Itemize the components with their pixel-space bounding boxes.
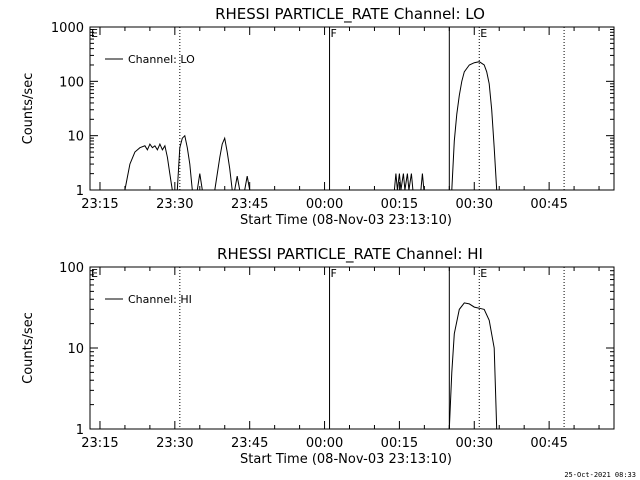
chart-title: RHESSI PARTICLE_RATE Channel: HI bbox=[217, 245, 483, 264]
y-tick-label: 100 bbox=[59, 75, 84, 90]
chart-panel-2: RHESSI PARTICLE_RATE Channel: HI 23:15 23:… bbox=[21, 245, 615, 467]
series-line bbox=[124, 142, 173, 191]
x-tick-label: 00:45 bbox=[530, 197, 567, 212]
series-line bbox=[420, 173, 425, 191]
x-tick-label: 23:45 bbox=[231, 436, 268, 451]
y-tick-label: 1 bbox=[76, 423, 84, 438]
footer-timestamp: 25-Oct-2021 08:33 bbox=[564, 471, 636, 479]
event-marker-label: E bbox=[480, 27, 487, 40]
x-tick-label: 00:15 bbox=[381, 436, 418, 451]
x-tick-label: 23:45 bbox=[231, 197, 268, 212]
series-line bbox=[234, 176, 241, 191]
y-tick-label: 1000 bbox=[51, 21, 84, 36]
x-tick-label: 23:30 bbox=[156, 197, 193, 212]
chart-title: RHESSI PARTICLE_RATE Channel: LO bbox=[215, 5, 485, 24]
y-tick-label: 10 bbox=[67, 342, 84, 357]
event-marker-label: E bbox=[91, 27, 98, 40]
x-tick-label: 00:00 bbox=[306, 197, 343, 212]
y-axis-label: Counts/sec bbox=[21, 312, 36, 384]
x-tick-label: 23:30 bbox=[156, 436, 193, 451]
series-line bbox=[244, 176, 251, 191]
series-line bbox=[451, 61, 498, 191]
x-tick-label: 00:15 bbox=[381, 197, 418, 212]
y-tick-label: 1 bbox=[76, 184, 84, 199]
y-axis-label: Counts/sec bbox=[21, 73, 36, 145]
y-tick-label: 10 bbox=[67, 130, 84, 145]
series-line bbox=[196, 173, 203, 191]
x-tick-label: 23:15 bbox=[81, 436, 118, 451]
x-axis-label: Start Time (08-Nov-03 23:13:10) bbox=[240, 213, 452, 228]
event-marker-label: E bbox=[480, 267, 487, 280]
x-tick-label: 00:30 bbox=[456, 436, 493, 451]
y-tick-label: 100 bbox=[59, 261, 84, 276]
legend-label: Channel: HI bbox=[128, 293, 192, 306]
series-line bbox=[448, 302, 498, 430]
series-line bbox=[214, 136, 233, 191]
x-tick-label: 00:45 bbox=[530, 436, 567, 451]
x-tick-label: 00:30 bbox=[456, 197, 493, 212]
x-tick-label: 23:15 bbox=[81, 197, 118, 212]
legend-label: Channel: LO bbox=[128, 53, 195, 66]
event-marker-label: F bbox=[331, 267, 337, 280]
chart-panel-1: RHESSI PARTICLE_RATE Channel: LO 23:15 23:… bbox=[21, 5, 615, 228]
event-marker-label: F bbox=[331, 27, 337, 40]
x-axis-label: Start Time (08-Nov-03 23:13:10) bbox=[240, 452, 452, 467]
plot-frame bbox=[89, 266, 615, 430]
x-tick-label: 00:00 bbox=[306, 436, 343, 451]
series-line bbox=[176, 134, 193, 191]
event-marker-label: E bbox=[91, 267, 98, 280]
series-line bbox=[393, 173, 414, 191]
